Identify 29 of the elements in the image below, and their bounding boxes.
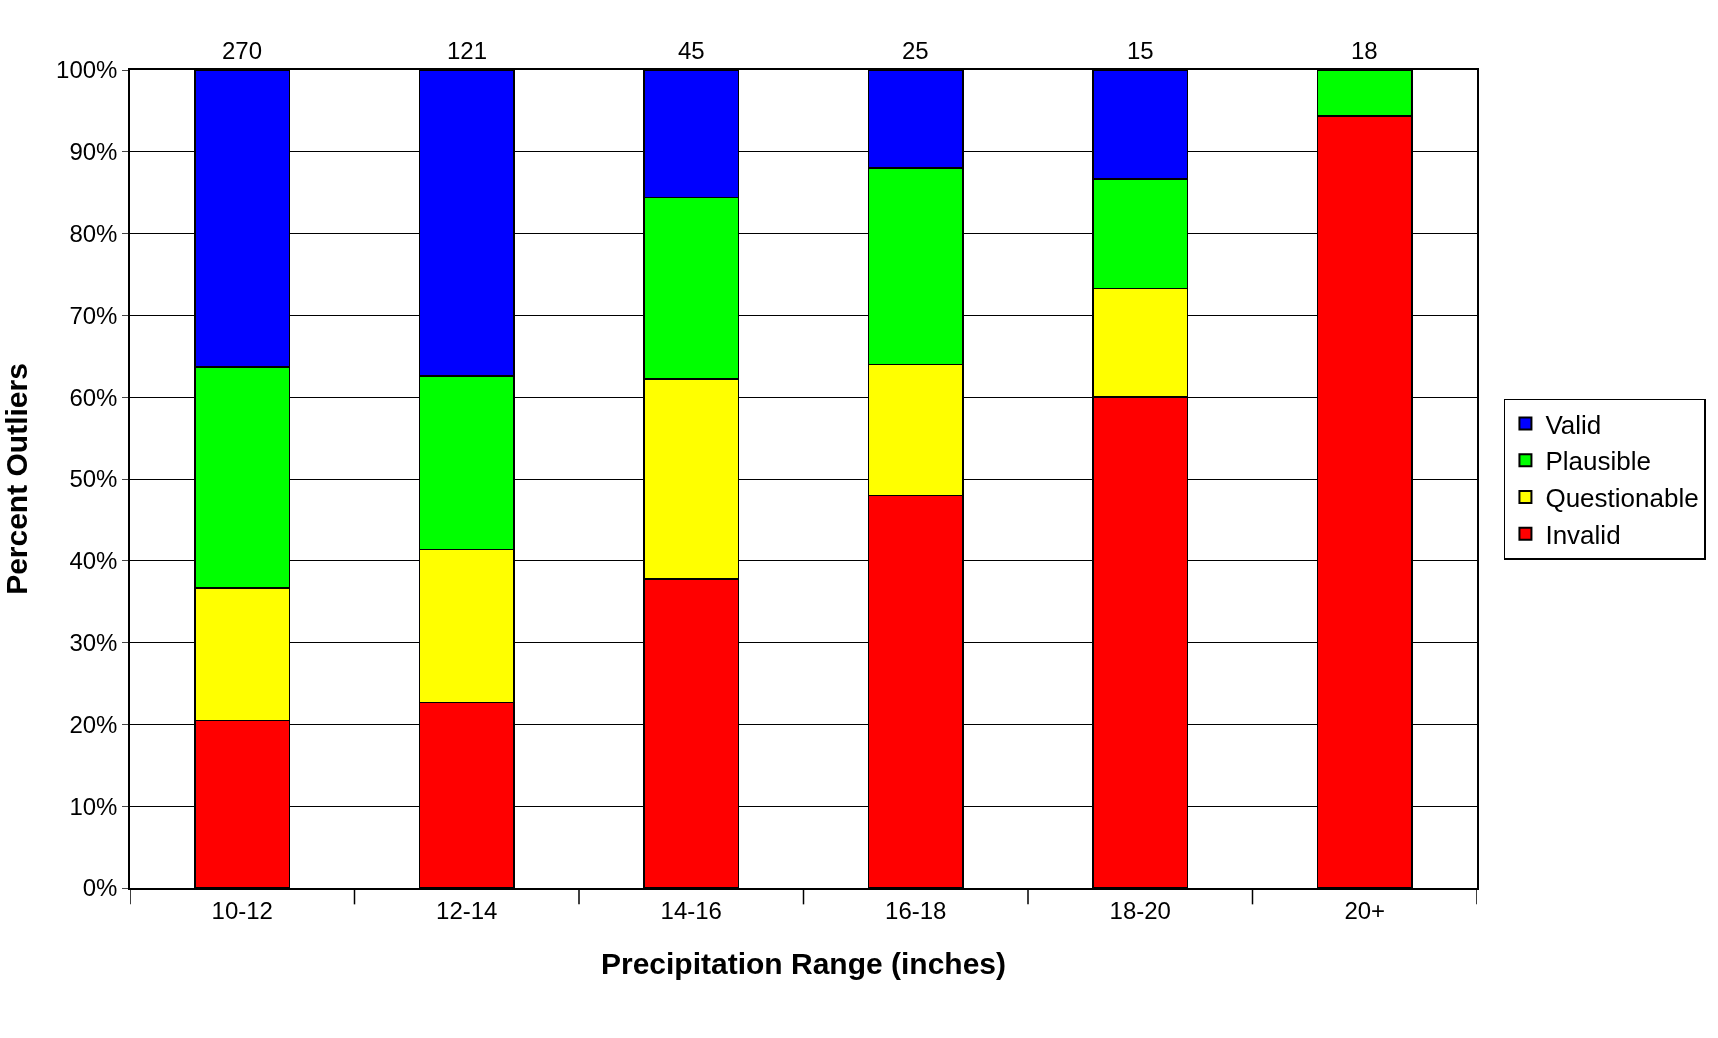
x-tick-label: 10-12 [211, 896, 273, 924]
legend-label: Valid [1545, 409, 1602, 440]
annotation: 121 [447, 37, 488, 64]
x-tick-label: 12-14 [436, 896, 498, 924]
x-tick-label: 16-18 [885, 896, 947, 924]
annotation: 270 [222, 37, 263, 64]
x-tick-label: 14-16 [660, 896, 722, 924]
y-tick-label: 40% [69, 547, 118, 575]
x-axis-title: Precipitation Range (inches) [600, 946, 1007, 980]
legend-label: Invalid [1545, 519, 1621, 550]
y-tick-label: 60% [69, 383, 118, 411]
legend-label: Questionable [1545, 483, 1699, 514]
y-tick-label: 70% [69, 301, 118, 329]
y-tick-label: 30% [69, 629, 118, 656]
annotation: 25 [902, 37, 929, 64]
x-tick-label: 18-20 [1109, 896, 1171, 924]
annotation: 15 [1127, 37, 1154, 64]
y-tick-label: 50% [69, 465, 118, 493]
y-tick-label: 0% [82, 874, 118, 902]
annotation: 45 [678, 37, 705, 64]
y-axis-title: Percent Outliers [0, 363, 33, 595]
y-tick-label: 90% [69, 138, 118, 166]
x-tick-label: 20+ [1344, 896, 1386, 924]
y-tick-label: 100% [56, 56, 118, 84]
y-tick-label: 20% [69, 710, 118, 738]
y-tick-label: 10% [69, 792, 118, 820]
annotation: 18 [1351, 37, 1378, 64]
y-tick-label: 80% [69, 220, 118, 247]
legend-label: Plausible [1545, 446, 1651, 477]
